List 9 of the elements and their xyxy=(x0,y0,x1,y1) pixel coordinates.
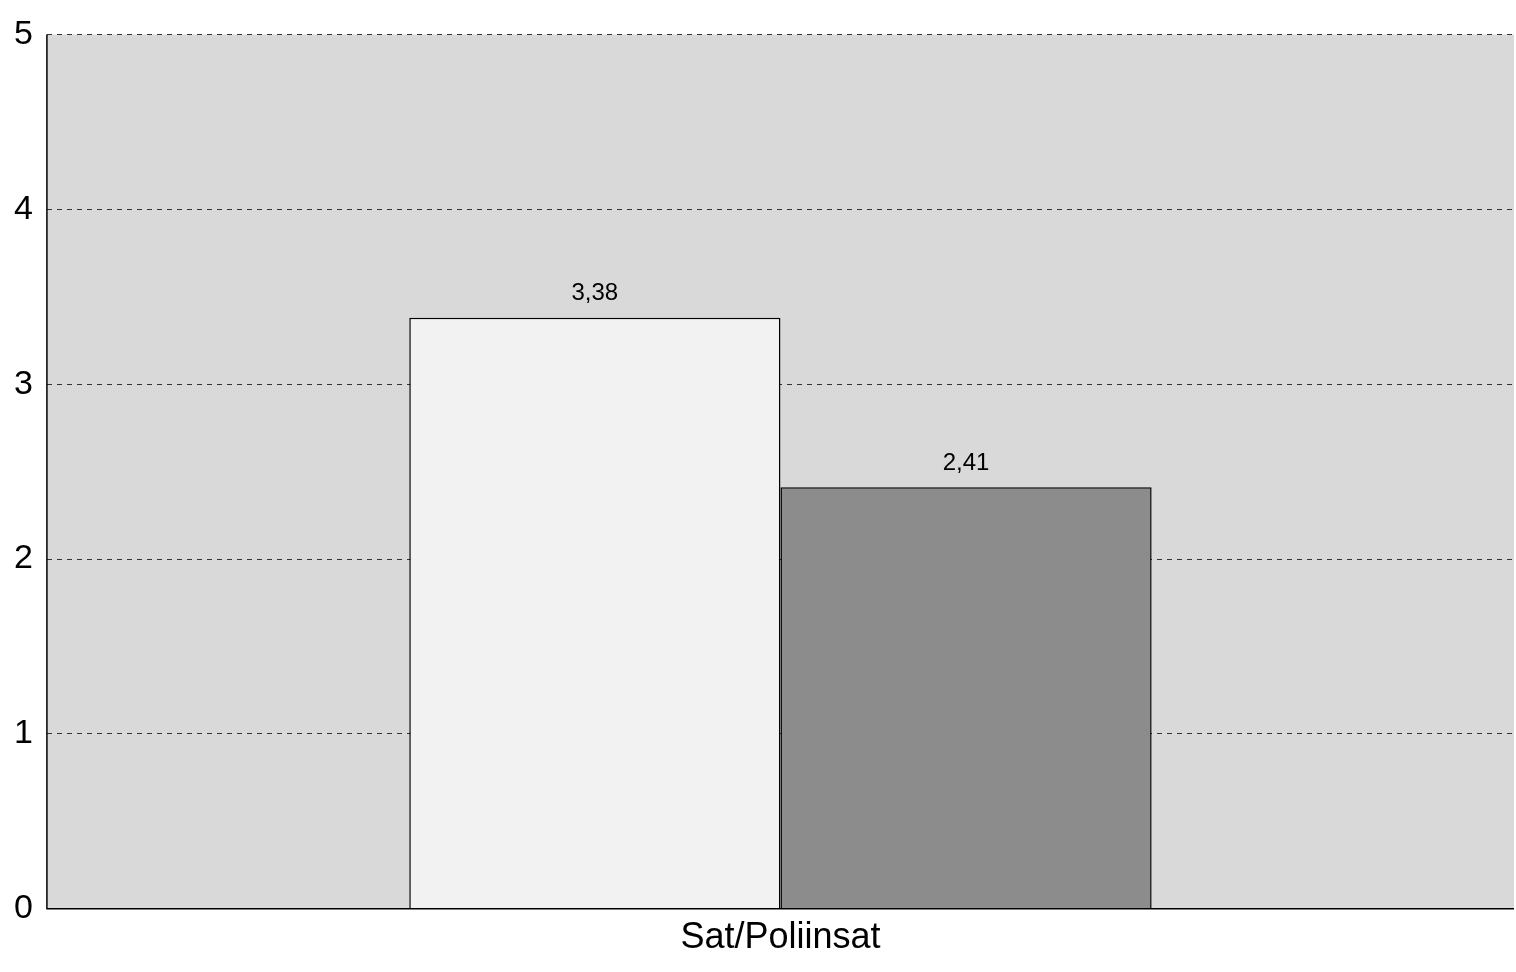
y-tick-label: 1 xyxy=(13,712,33,751)
data-label: 2,41 xyxy=(942,447,990,475)
y-tick-label: 0 xyxy=(13,887,33,926)
y-tick-label: 5 xyxy=(13,12,33,51)
data-label: 3,38 xyxy=(571,278,619,306)
y-tick-label: 4 xyxy=(13,187,33,226)
x-tick-label: Sat/Poliinsat xyxy=(680,915,881,957)
y-tick-label: 3 xyxy=(13,362,33,401)
y-tick-label: 2 xyxy=(13,537,33,576)
